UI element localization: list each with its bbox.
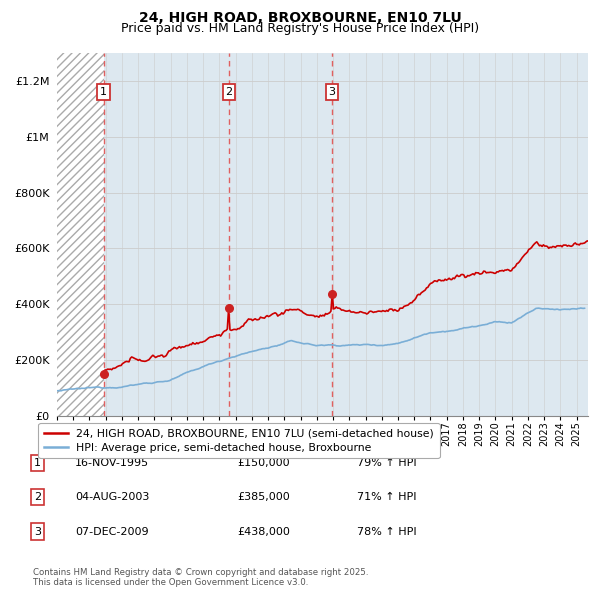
Bar — [57, 53, 104, 416]
Text: £385,000: £385,000 — [237, 493, 290, 502]
Text: Price paid vs. HM Land Registry's House Price Index (HPI): Price paid vs. HM Land Registry's House … — [121, 22, 479, 35]
Text: 78% ↑ HPI: 78% ↑ HPI — [357, 527, 416, 536]
Text: 3: 3 — [34, 527, 41, 536]
Text: 04-AUG-2003: 04-AUG-2003 — [75, 493, 149, 502]
Text: 2: 2 — [226, 87, 233, 97]
Text: 1: 1 — [100, 87, 107, 97]
Text: £438,000: £438,000 — [237, 527, 290, 536]
Text: 2: 2 — [34, 493, 41, 502]
Text: 3: 3 — [328, 87, 335, 97]
Text: £150,000: £150,000 — [237, 458, 290, 468]
Text: 24, HIGH ROAD, BROXBOURNE, EN10 7LU: 24, HIGH ROAD, BROXBOURNE, EN10 7LU — [139, 11, 461, 25]
Text: 71% ↑ HPI: 71% ↑ HPI — [357, 493, 416, 502]
Text: 1: 1 — [34, 458, 41, 468]
Legend: 24, HIGH ROAD, BROXBOURNE, EN10 7LU (semi-detached house), HPI: Average price, s: 24, HIGH ROAD, BROXBOURNE, EN10 7LU (sem… — [38, 423, 439, 458]
Text: 79% ↑ HPI: 79% ↑ HPI — [357, 458, 416, 468]
Text: Contains HM Land Registry data © Crown copyright and database right 2025.
This d: Contains HM Land Registry data © Crown c… — [33, 568, 368, 587]
Bar — [57, 53, 104, 416]
Text: 16-NOV-1995: 16-NOV-1995 — [75, 458, 149, 468]
Text: 07-DEC-2009: 07-DEC-2009 — [75, 527, 149, 536]
